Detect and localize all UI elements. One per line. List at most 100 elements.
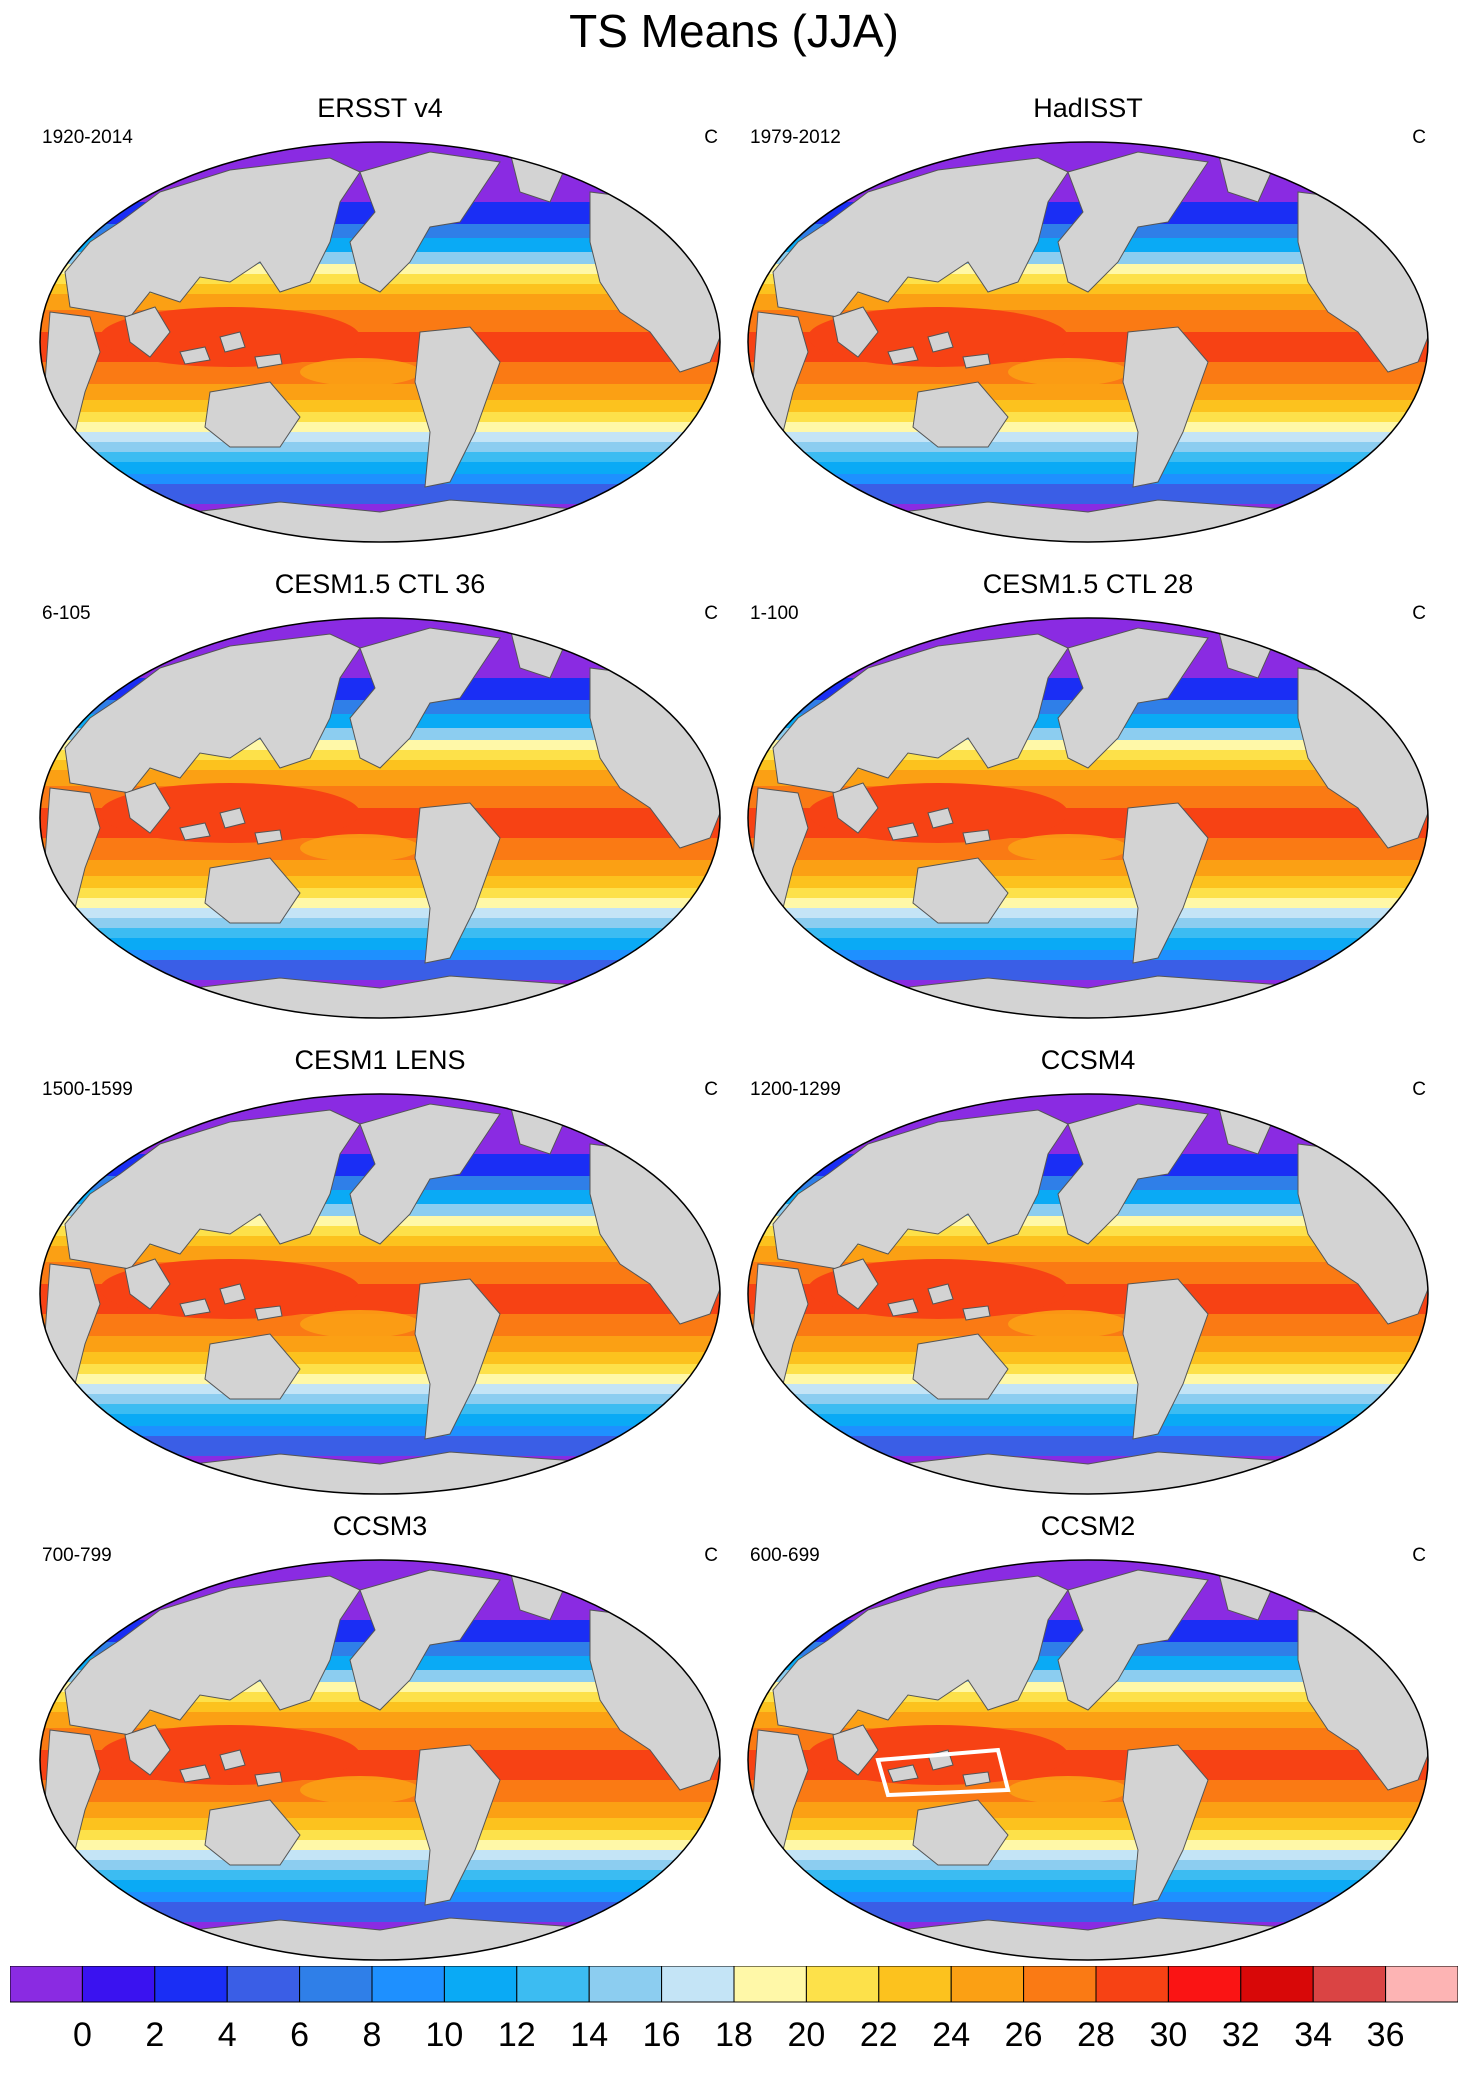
land-mass [1057,1103,1209,1245]
land-mass [832,1258,879,1310]
land-mass [219,1283,246,1305]
cold-tongue [300,1310,420,1338]
temperature-band [40,1802,720,1818]
colorbar-tick-label: 32 [1222,2016,1260,2054]
panel-units: C [704,1079,718,1100]
temperature-band [40,400,720,412]
temperature-band [748,412,1428,422]
temperature-band [748,452,1428,462]
panel-title: CCSM4 [1040,1045,1136,1075]
land-mass [927,807,954,829]
land-mass [414,802,501,964]
temperature-band [748,1870,1428,1880]
temperature-band [748,1352,1428,1364]
temperature-band [748,1840,1428,1850]
colorbar-box [588,1965,663,2003]
temperature-band [40,484,720,504]
temperature-band [40,1352,720,1364]
colorbar-box [1095,1965,1169,2003]
sst-map [747,141,1429,543]
colorbar-box [733,1965,807,2003]
colorbar-box [1167,1965,1242,2003]
temperature-band [40,1414,720,1426]
temperature-band [40,1870,720,1880]
temperature-band [748,1860,1428,1870]
sst-field [40,142,720,542]
land-mass [887,1764,919,1783]
colorbar-box [950,1965,1025,2003]
land-mass [254,1771,283,1787]
land-mass [832,306,879,358]
map-frame [39,1559,721,1961]
temperature-band [748,1436,1428,1456]
sst-field [748,1560,1428,1960]
temperature-band [40,384,720,400]
sst-map [39,1559,721,1961]
colorbar-tick-label: 28 [1077,2016,1115,2054]
land-mass [254,829,283,845]
temperature-band [748,960,1428,980]
panel-title: CCSM3 [332,1511,428,1541]
temperature-band [40,950,720,960]
land-mass [64,633,361,794]
colorbar-tick-label: 16 [643,2016,681,2054]
map-panel: CCSM2 600-699 C [738,1510,1438,1970]
colorbar-box [1023,1965,1097,2003]
land-mass [832,1724,879,1776]
temperature-band [40,294,720,310]
land-mass [124,782,171,834]
land-mass [254,1305,283,1321]
temperature-band [40,1880,720,1892]
temperature-band [748,1364,1428,1374]
cold-tongue [1008,834,1128,862]
cold-tongue [300,834,420,862]
temperature-band [40,898,720,908]
sst-map [747,617,1429,1019]
panel-units: C [704,127,718,148]
temperature-band [748,1336,1428,1352]
land-mass [1057,151,1209,293]
temperature-band [748,1830,1428,1840]
colorbar-box [154,1965,228,2003]
colorbar-tick-label: 30 [1149,2016,1187,2054]
map-panel: ERSST v4 1920-2014 C [30,92,730,552]
land-mass [219,331,246,353]
land-mass [927,1283,954,1305]
land-mass [179,346,211,365]
land-mass [1057,627,1209,769]
land-mass [124,1258,171,1310]
colorbar-box [81,1965,156,2003]
colorbar-tick-label: 2 [145,2016,164,2054]
land-mass [912,381,1009,448]
colorbar-box [226,1965,301,2003]
temperature-band [748,400,1428,412]
temperature-band [40,474,720,484]
temperature-band [748,1892,1428,1902]
panel-title: CESM1.5 CTL 36 [274,569,486,599]
land-mass [887,1298,919,1317]
panel-title: HadISST [1033,93,1143,123]
temperature-band [748,1404,1428,1414]
land-mass [414,326,501,488]
temperature-band [748,1712,1428,1728]
sst-field [748,1094,1428,1494]
land-mass [349,627,501,769]
colorbar-box [371,1965,445,2003]
land-mass [1122,802,1209,964]
colorbar-tick-label: 22 [860,2016,898,2054]
land-mass [204,381,301,448]
colorbar-tick-label: 14 [570,2016,608,2054]
temperature-band [40,1436,720,1456]
land-mass [349,1103,501,1245]
temperature-band [748,860,1428,876]
colorbar-tick-label: 0 [73,2016,92,2054]
temperature-band [40,412,720,422]
colorbar-tick-label: 4 [218,2016,237,2054]
land-mass [414,1278,501,1440]
land-mass [962,1305,991,1321]
land-mass [179,1298,211,1317]
temperature-band [40,770,720,786]
colorbar-box [661,1965,735,2003]
panel-units: C [704,1545,718,1566]
sst-map [747,1093,1429,1495]
